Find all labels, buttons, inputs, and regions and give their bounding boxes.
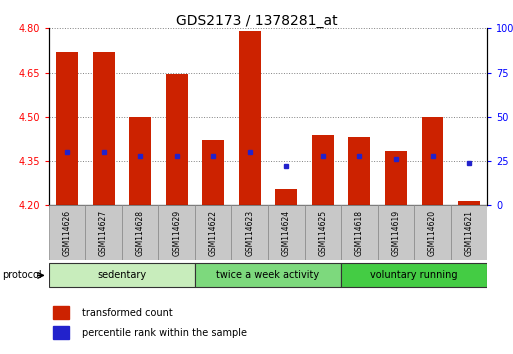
Text: GSM114621: GSM114621 [465, 210, 473, 256]
Bar [385, 151, 407, 205]
Bar [92, 52, 114, 205]
Bar [341, 263, 487, 287]
Bar [312, 135, 334, 205]
Bar [451, 205, 487, 260]
Text: GSM114620: GSM114620 [428, 210, 437, 256]
Bar [49, 205, 85, 260]
Bar [129, 117, 151, 205]
Text: GSM114626: GSM114626 [63, 210, 71, 256]
Text: GSM114623: GSM114623 [245, 210, 254, 256]
Text: protocol: protocol [3, 270, 42, 280]
Text: sedentary: sedentary [97, 270, 146, 280]
Bar [49, 263, 195, 287]
Bar [275, 189, 297, 205]
Bar [231, 205, 268, 260]
Text: percentile rank within the sample: percentile rank within the sample [82, 328, 247, 338]
Bar [56, 52, 78, 205]
Bar [341, 205, 378, 260]
Text: voluntary running: voluntary running [370, 270, 458, 280]
Text: GSM114618: GSM114618 [355, 210, 364, 256]
Text: GSM114625: GSM114625 [319, 210, 327, 256]
Text: GDS2173 / 1378281_at: GDS2173 / 1378281_at [175, 14, 338, 28]
Bar [414, 205, 451, 260]
Bar [166, 74, 188, 205]
Text: GSM114622: GSM114622 [209, 210, 218, 256]
Bar [378, 205, 414, 260]
Bar [239, 31, 261, 205]
Bar [53, 307, 69, 319]
Bar [268, 205, 305, 260]
Bar [422, 117, 443, 205]
Bar [159, 205, 195, 260]
Bar [195, 263, 341, 287]
Text: GSM114619: GSM114619 [391, 210, 401, 256]
Bar [195, 205, 231, 260]
Bar [202, 141, 224, 205]
Text: GSM114628: GSM114628 [135, 210, 145, 256]
Text: twice a week activity: twice a week activity [216, 270, 320, 280]
Bar [53, 326, 69, 339]
Bar [85, 205, 122, 260]
Bar [458, 201, 480, 205]
Text: GSM114629: GSM114629 [172, 210, 181, 256]
Bar [305, 205, 341, 260]
Text: transformed count: transformed count [82, 308, 172, 318]
Bar [122, 205, 159, 260]
Text: GSM114624: GSM114624 [282, 210, 291, 256]
Text: GSM114627: GSM114627 [99, 210, 108, 256]
Bar [348, 137, 370, 205]
